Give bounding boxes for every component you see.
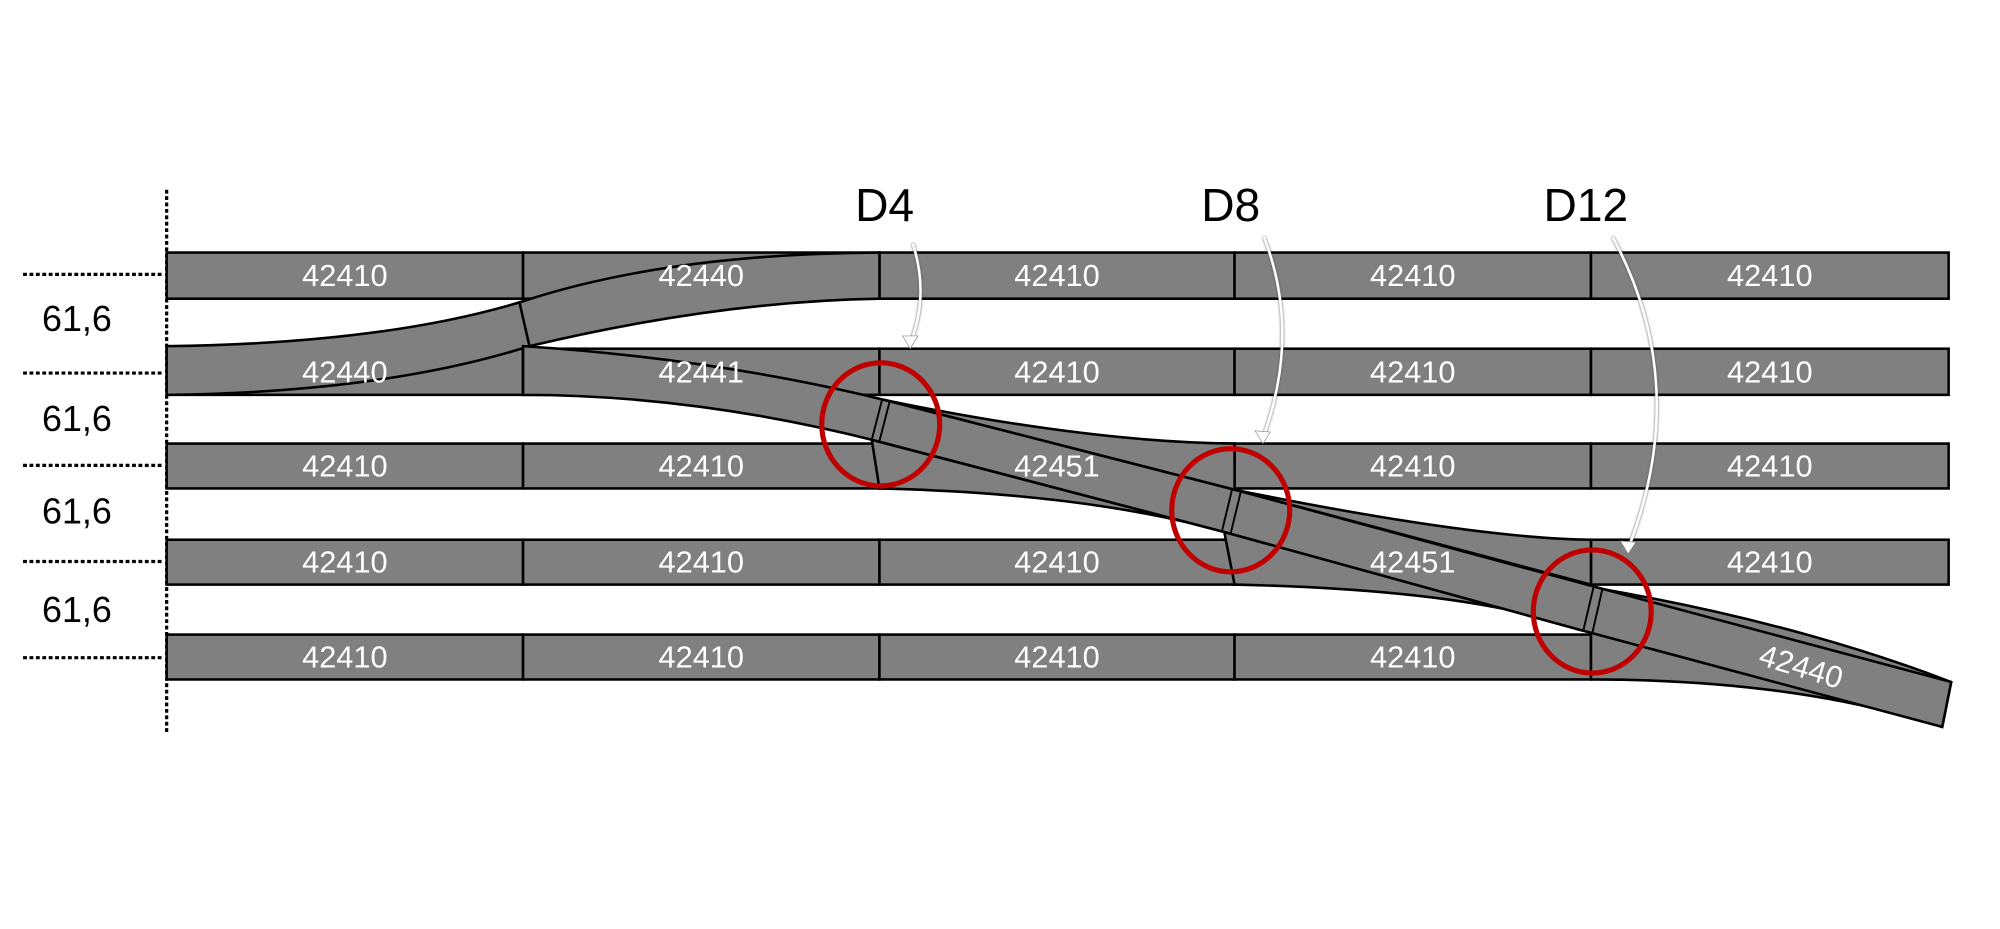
highlight-circle-d8 xyxy=(1169,446,1293,575)
track-segment-label: 42410 xyxy=(658,640,744,675)
track-segment-label: 42410 xyxy=(302,449,388,484)
track-segment xyxy=(165,442,525,490)
track-segment-label: 42451 xyxy=(1370,545,1456,580)
track-segment xyxy=(1233,442,1593,490)
arrowhead-icon xyxy=(901,335,1637,555)
track-segment-label: 42440 xyxy=(658,258,744,293)
track-segment xyxy=(165,633,525,681)
track-segment-label: 42410 xyxy=(658,449,744,484)
track-segment-label: 42410 xyxy=(658,545,744,580)
track-segment-label: 42410 xyxy=(1014,354,1100,389)
track-segment xyxy=(1233,251,1593,300)
track-segment-label: 42410 xyxy=(1014,640,1100,675)
callout-arrow-d4 xyxy=(909,243,922,345)
spacing-label: 61,6 xyxy=(42,399,112,439)
track-segment xyxy=(1589,251,1950,300)
callout-label-d8: D8 xyxy=(1201,179,1260,231)
highlight-circle-d12 xyxy=(1530,547,1654,676)
track-segment xyxy=(521,633,881,681)
callout-arrow-d12 xyxy=(1611,236,1658,550)
track-segment-label: 42440 xyxy=(302,354,388,389)
callout-label-d12: D12 xyxy=(1544,179,1629,231)
track-segment xyxy=(1589,347,1950,397)
callout-arrow-d8 xyxy=(1261,236,1284,439)
spacing-label: 61,6 xyxy=(42,492,112,532)
track-segment-label: 42410 xyxy=(1370,640,1456,675)
track-segment-label: 42410 xyxy=(1370,354,1456,389)
track-segment-label: 42410 xyxy=(1727,449,1813,484)
track-segment-label: 42410 xyxy=(1014,258,1100,293)
spacing-label: 61,6 xyxy=(42,590,112,630)
track-segment xyxy=(1589,538,1950,586)
spacing-label: 61,6 xyxy=(42,299,112,339)
track-segment xyxy=(521,442,881,490)
track-segment-label: 42410 xyxy=(302,545,388,580)
track-segment-label: 42410 xyxy=(1727,258,1813,293)
highlight-circle-d4 xyxy=(819,360,943,489)
track-segment-label: 42410 xyxy=(1370,258,1456,293)
track-segment-label: 42441 xyxy=(658,354,744,389)
diagonal-crossover-band xyxy=(521,344,1953,729)
track-segment xyxy=(878,251,1236,300)
track-segment-label: 42410 xyxy=(1727,354,1813,389)
track-segment xyxy=(1233,633,1593,681)
track-segment xyxy=(165,251,525,300)
callout-label-d4: D4 xyxy=(855,179,914,231)
track-segment xyxy=(878,538,1236,586)
track-segment-label: 42410 xyxy=(1727,545,1813,580)
track-segment-label: 42410 xyxy=(302,258,388,293)
track-segment-label: 42451 xyxy=(1014,449,1100,484)
track-segment-label: 42410 xyxy=(1014,545,1100,580)
track-segment-label: 42410 xyxy=(302,640,388,675)
track-segment-label: 42410 xyxy=(1370,449,1456,484)
